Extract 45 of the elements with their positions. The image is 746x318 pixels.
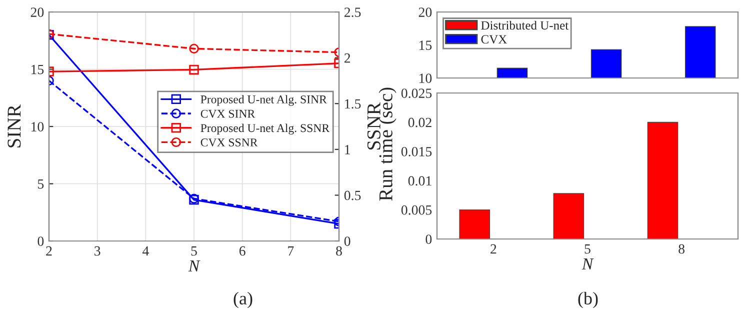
y-tick-label: 15 xyxy=(31,64,44,74)
x-tick-label: 7 xyxy=(288,246,294,256)
y-tick-label: 20 xyxy=(30,8,44,17)
x-tick-label: 8 xyxy=(678,244,685,254)
bar xyxy=(459,209,490,239)
legend-label: CVX SSNR xyxy=(200,138,258,146)
bar xyxy=(553,193,584,239)
legend-label: Proposed U-net Alg. SINR xyxy=(200,95,327,106)
y-tick-label: 15 xyxy=(419,40,432,50)
y-tick-label: 0.01 xyxy=(408,176,432,186)
x-tick-label: 4 xyxy=(142,246,149,256)
x-tick-label: 6 xyxy=(239,246,246,256)
x-axis-title: N xyxy=(188,260,200,272)
legend-label: Distributed U-net xyxy=(481,20,569,30)
x-axis-title: N xyxy=(582,258,594,270)
y-tick-label: 10 xyxy=(419,74,432,83)
legend-label: CVX xyxy=(481,35,507,44)
bar xyxy=(647,122,678,239)
y-axis-title: SINR xyxy=(8,104,21,148)
y-tick-label: 5 xyxy=(38,179,44,189)
x-tick-label: 8 xyxy=(336,246,342,256)
y-tick-label: 0.015 xyxy=(401,146,432,156)
legend-label: Proposed U-net Alg. SSNR xyxy=(200,124,330,134)
x-tick-label: 3 xyxy=(94,246,100,256)
y2-tick-label: 1.5 xyxy=(345,99,361,109)
legend-label: CVX SINR xyxy=(200,110,256,118)
y2-tick-label: 2.5 xyxy=(344,8,361,18)
y2-axis-title: SSNR xyxy=(367,102,380,150)
y2-tick-label: 0 xyxy=(344,236,350,246)
y-tick-label: 10 xyxy=(31,122,44,132)
y-tick-label: 0 xyxy=(38,236,44,246)
y-tick-label: 0.025 xyxy=(401,88,432,98)
y2-tick-label: 1 xyxy=(345,145,350,154)
y2-tick-label: 0.5 xyxy=(344,190,361,200)
x-tick-label: 5 xyxy=(191,246,197,256)
y-tick-label: 20 xyxy=(418,8,432,17)
text: (a) xyxy=(234,292,252,308)
x-tick-label: 2 xyxy=(490,244,496,254)
y-tick-label: 0 xyxy=(426,234,432,244)
y-tick-label: 0.005 xyxy=(401,205,432,215)
y2-tick-label: 2 xyxy=(344,53,350,63)
text: (b) xyxy=(578,292,598,308)
x-tick-label: 5 xyxy=(584,244,590,254)
y-tick-label: 0.02 xyxy=(408,118,432,128)
x-tick-label: 2 xyxy=(46,246,52,256)
